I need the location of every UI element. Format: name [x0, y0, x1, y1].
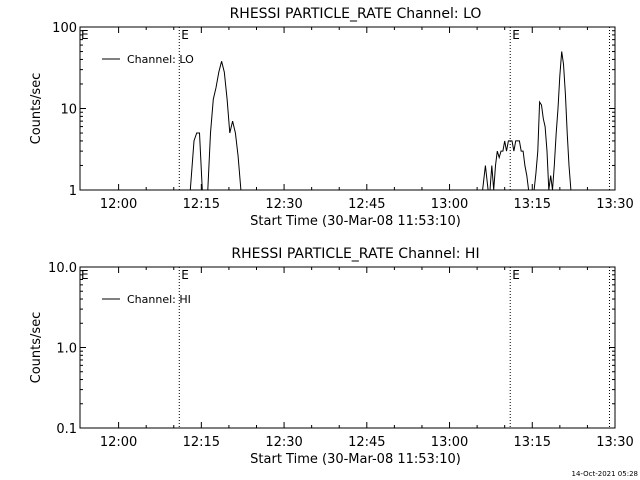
panel-2-y-tick-label: 1.0 — [56, 342, 77, 357]
panel-2-x-tick-label: 13:00 — [431, 435, 468, 450]
panel-1-y-tick-label: 100 — [52, 21, 77, 36]
panel-2-legend-label: Channel: HI — [127, 293, 191, 306]
panel-2-y-axis-label: Counts/sec — [29, 312, 44, 384]
panel-2-title: RHESSI PARTICLE_RATE Channel: HI — [231, 246, 479, 262]
panel-1-x-tick-label: 12:15 — [183, 197, 220, 212]
panel-2-y-tick-label: 10.0 — [48, 261, 77, 276]
panel-2-x-tick-label: 12:30 — [265, 435, 302, 450]
panel-1-legend-label: Channel: LO — [127, 53, 194, 66]
panel-2-y-tick-label: 0.1 — [56, 422, 77, 437]
panel-2-event-marker-label: E — [81, 268, 89, 282]
panel-1-x-tick-label: 12:30 — [265, 197, 302, 212]
panel-1-x-tick-label: 12:00 — [100, 197, 137, 212]
panel-2-frame — [80, 267, 615, 428]
panel-1-y-tick-label: 10 — [60, 103, 77, 118]
panel-2-x-tick-label: 12:45 — [348, 435, 385, 450]
panel-2-event-marker-label: E — [512, 268, 520, 282]
panel-2-x-tick-label: 13:15 — [514, 435, 551, 450]
panel-2-event-marker-label: E — [181, 268, 189, 282]
panel-2-x-tick-label: 13:30 — [596, 435, 633, 450]
panel-2-x-tick-label: 12:00 — [100, 435, 137, 450]
panel-2-x-tick-label: 12:15 — [183, 435, 220, 450]
panel-1-x-axis-label: Start Time (30-Mar-08 11:53:10) — [250, 214, 461, 229]
panel-1-y-tick-label: 1 — [69, 184, 77, 199]
panel-1-x-tick-label: 13:30 — [596, 197, 633, 212]
panel-1-event-marker-label: E — [181, 28, 189, 42]
panel-1-x-tick-label: 13:00 — [431, 197, 468, 212]
panel-1-series-1 — [190, 52, 587, 191]
panel-1-x-tick-label: 12:45 — [348, 197, 385, 212]
panel-1-y-axis-label: Counts/sec — [29, 73, 44, 145]
panel-1-event-marker-label: E — [81, 28, 89, 42]
panel-1-title: RHESSI PARTICLE_RATE Channel: LO — [230, 6, 482, 22]
panel-1-event-marker-label: E — [512, 28, 520, 42]
panel-1-x-tick-label: 13:15 — [514, 197, 551, 212]
panel-2-x-axis-label: Start Time (30-Mar-08 11:53:10) — [250, 452, 461, 467]
panel-1-frame — [80, 27, 615, 190]
